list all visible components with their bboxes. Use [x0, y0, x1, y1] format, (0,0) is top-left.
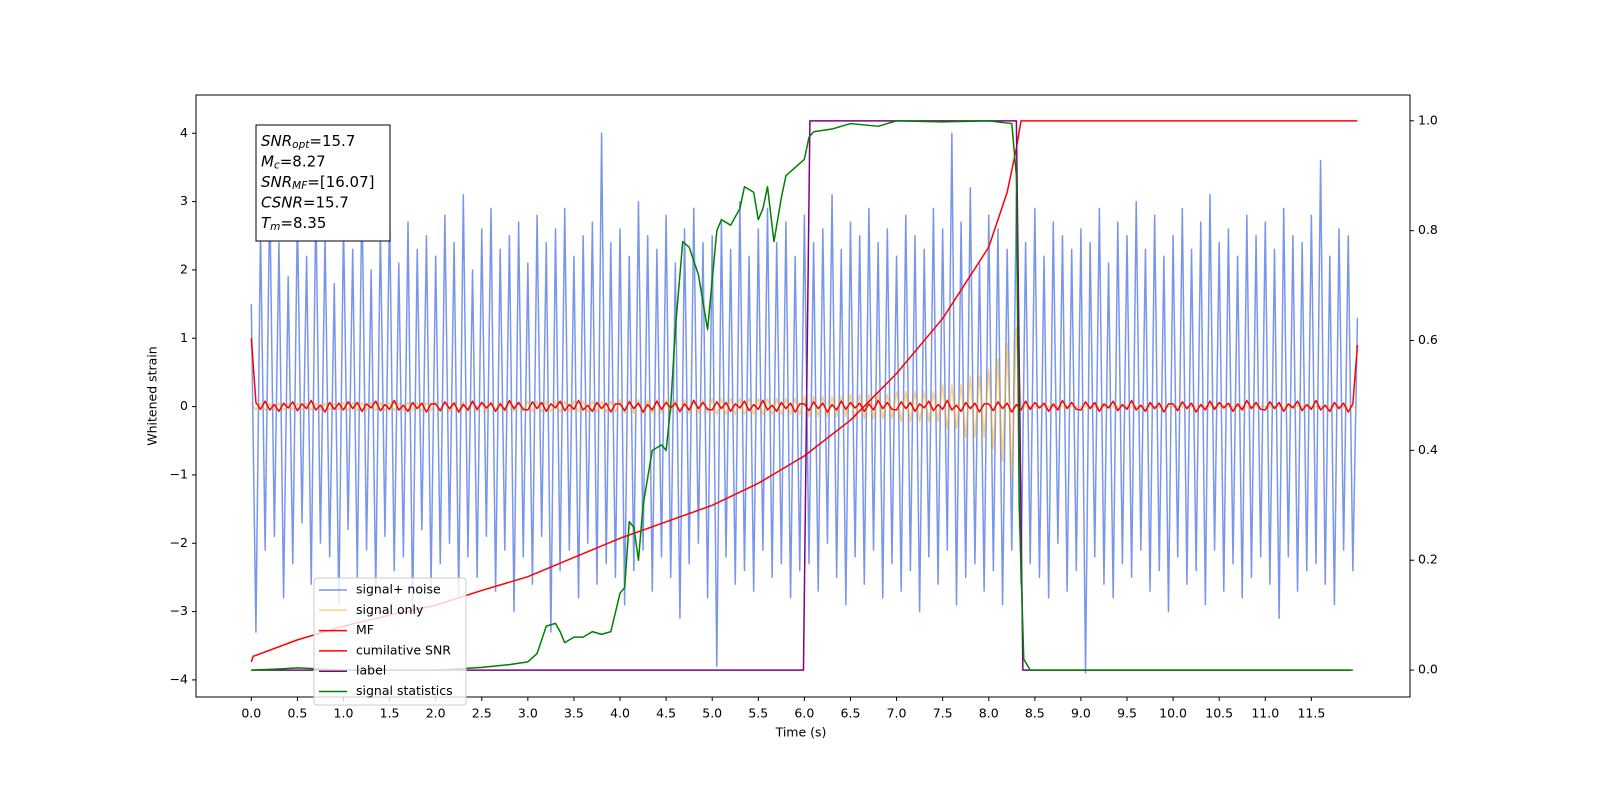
x-axis-label: Time (s) — [775, 725, 827, 740]
y2-tick-label: 0.0 — [1418, 662, 1438, 677]
annotation: Mc=8.27 — [261, 152, 326, 172]
x-tick-label: 4.0 — [610, 706, 630, 721]
y-tick-label: 0 — [180, 398, 188, 413]
x-tick-label: 11.5 — [1297, 706, 1325, 721]
x-tick-label: 1.0 — [334, 706, 354, 721]
x-tick-label: 5.0 — [702, 706, 722, 721]
x-tick-label: 3.5 — [564, 706, 584, 721]
annotation-text: =15.7 — [303, 193, 349, 211]
annotation-symbol: M — [261, 152, 274, 170]
x-tick-label: 4.5 — [656, 706, 676, 721]
legend-label: signal statistics — [356, 683, 453, 698]
y2-tick-label: 0.6 — [1418, 332, 1438, 347]
series-line — [250, 132, 1359, 674]
x-tick-label: 2.5 — [472, 706, 492, 721]
x-tick-label: 9.0 — [1071, 706, 1091, 721]
legend-label: cumilative SNR — [356, 642, 451, 657]
y-tick-label: −4 — [170, 671, 188, 686]
x-tick-label: 9.5 — [1117, 706, 1137, 721]
legend-label: label — [356, 663, 386, 678]
y-tick-label: −2 — [170, 535, 188, 550]
legend-label: signal+ noise — [356, 582, 441, 597]
annotation: SNRopt=15.7 — [261, 132, 355, 152]
annotation-box: SNRopt=15.7Mc=8.27SNRMF=[16.07]CSNR=15.7… — [255, 124, 391, 242]
annotation-text: =[16.07] — [307, 173, 374, 191]
annotation-symbol: T — [261, 214, 272, 232]
legend-label: MF — [356, 622, 374, 637]
x-tick-label: 2.0 — [426, 706, 446, 721]
annotation-text: =8.35 — [280, 214, 326, 232]
legend: signal+ noise signal only MF cumilative SNR… — [313, 577, 467, 706]
annotation-symbol: SNR — [261, 173, 292, 191]
x-tick-label: 10.5 — [1205, 706, 1233, 721]
x-tick-label: 1.5 — [380, 706, 400, 721]
x-tick-label: 10.0 — [1159, 706, 1187, 721]
annotation-symbol: SNR — [261, 132, 292, 150]
x-tick-label: 8.0 — [979, 706, 999, 721]
y-tick-label: 2 — [180, 261, 188, 276]
annotation: CSNR=15.7 — [261, 193, 349, 211]
y-tick-label: 1 — [180, 330, 188, 345]
x-tick-label: 0.5 — [287, 706, 307, 721]
axes-frame — [195, 94, 1411, 698]
x-tick-label: 6.5 — [841, 706, 861, 721]
annotation-subscript: opt — [292, 139, 310, 151]
y-axis-label: Whitened strain — [145, 346, 160, 445]
y-tick-label: 3 — [180, 193, 188, 208]
x-tick-label: 11.0 — [1251, 706, 1279, 721]
x-tick-label: 6.0 — [794, 706, 814, 721]
annotation-symbol: CSNR — [261, 193, 303, 211]
annotation-subscript: c — [274, 160, 280, 172]
annotation: SNRMF=[16.07] — [261, 173, 375, 193]
y-tick-label: 4 — [180, 125, 188, 140]
legend-frame — [313, 577, 467, 706]
y2-tick-label: 0.4 — [1418, 442, 1438, 457]
annotation-subscript: m — [270, 221, 280, 233]
x-tick-label: 5.5 — [748, 706, 768, 721]
y-tick-label: −3 — [170, 603, 188, 618]
x-tick-label: 7.5 — [933, 706, 953, 721]
annotation-subscript: MF — [292, 180, 308, 192]
y-tick-label: −1 — [170, 466, 188, 481]
legend-label: signal only — [356, 602, 424, 617]
y2-tick-label: 0.8 — [1418, 222, 1438, 237]
y2-tick-label: 0.2 — [1418, 552, 1438, 567]
annotation-frame — [255, 124, 391, 242]
x-tick-label: 3.0 — [518, 706, 538, 721]
series-line — [250, 327, 1358, 480]
annotation-text: =15.7 — [309, 132, 355, 150]
annotation-text: =8.27 — [280, 152, 326, 170]
x-tick-label: 8.5 — [1025, 706, 1045, 721]
series-line — [250, 338, 1359, 413]
x-tick-label: 0.0 — [241, 706, 261, 721]
y2-tick-label: 1.0 — [1418, 112, 1438, 127]
annotation: Tm=8.35 — [261, 214, 326, 234]
x-tick-label: 7.0 — [887, 706, 907, 721]
series-line — [251, 120, 1353, 671]
